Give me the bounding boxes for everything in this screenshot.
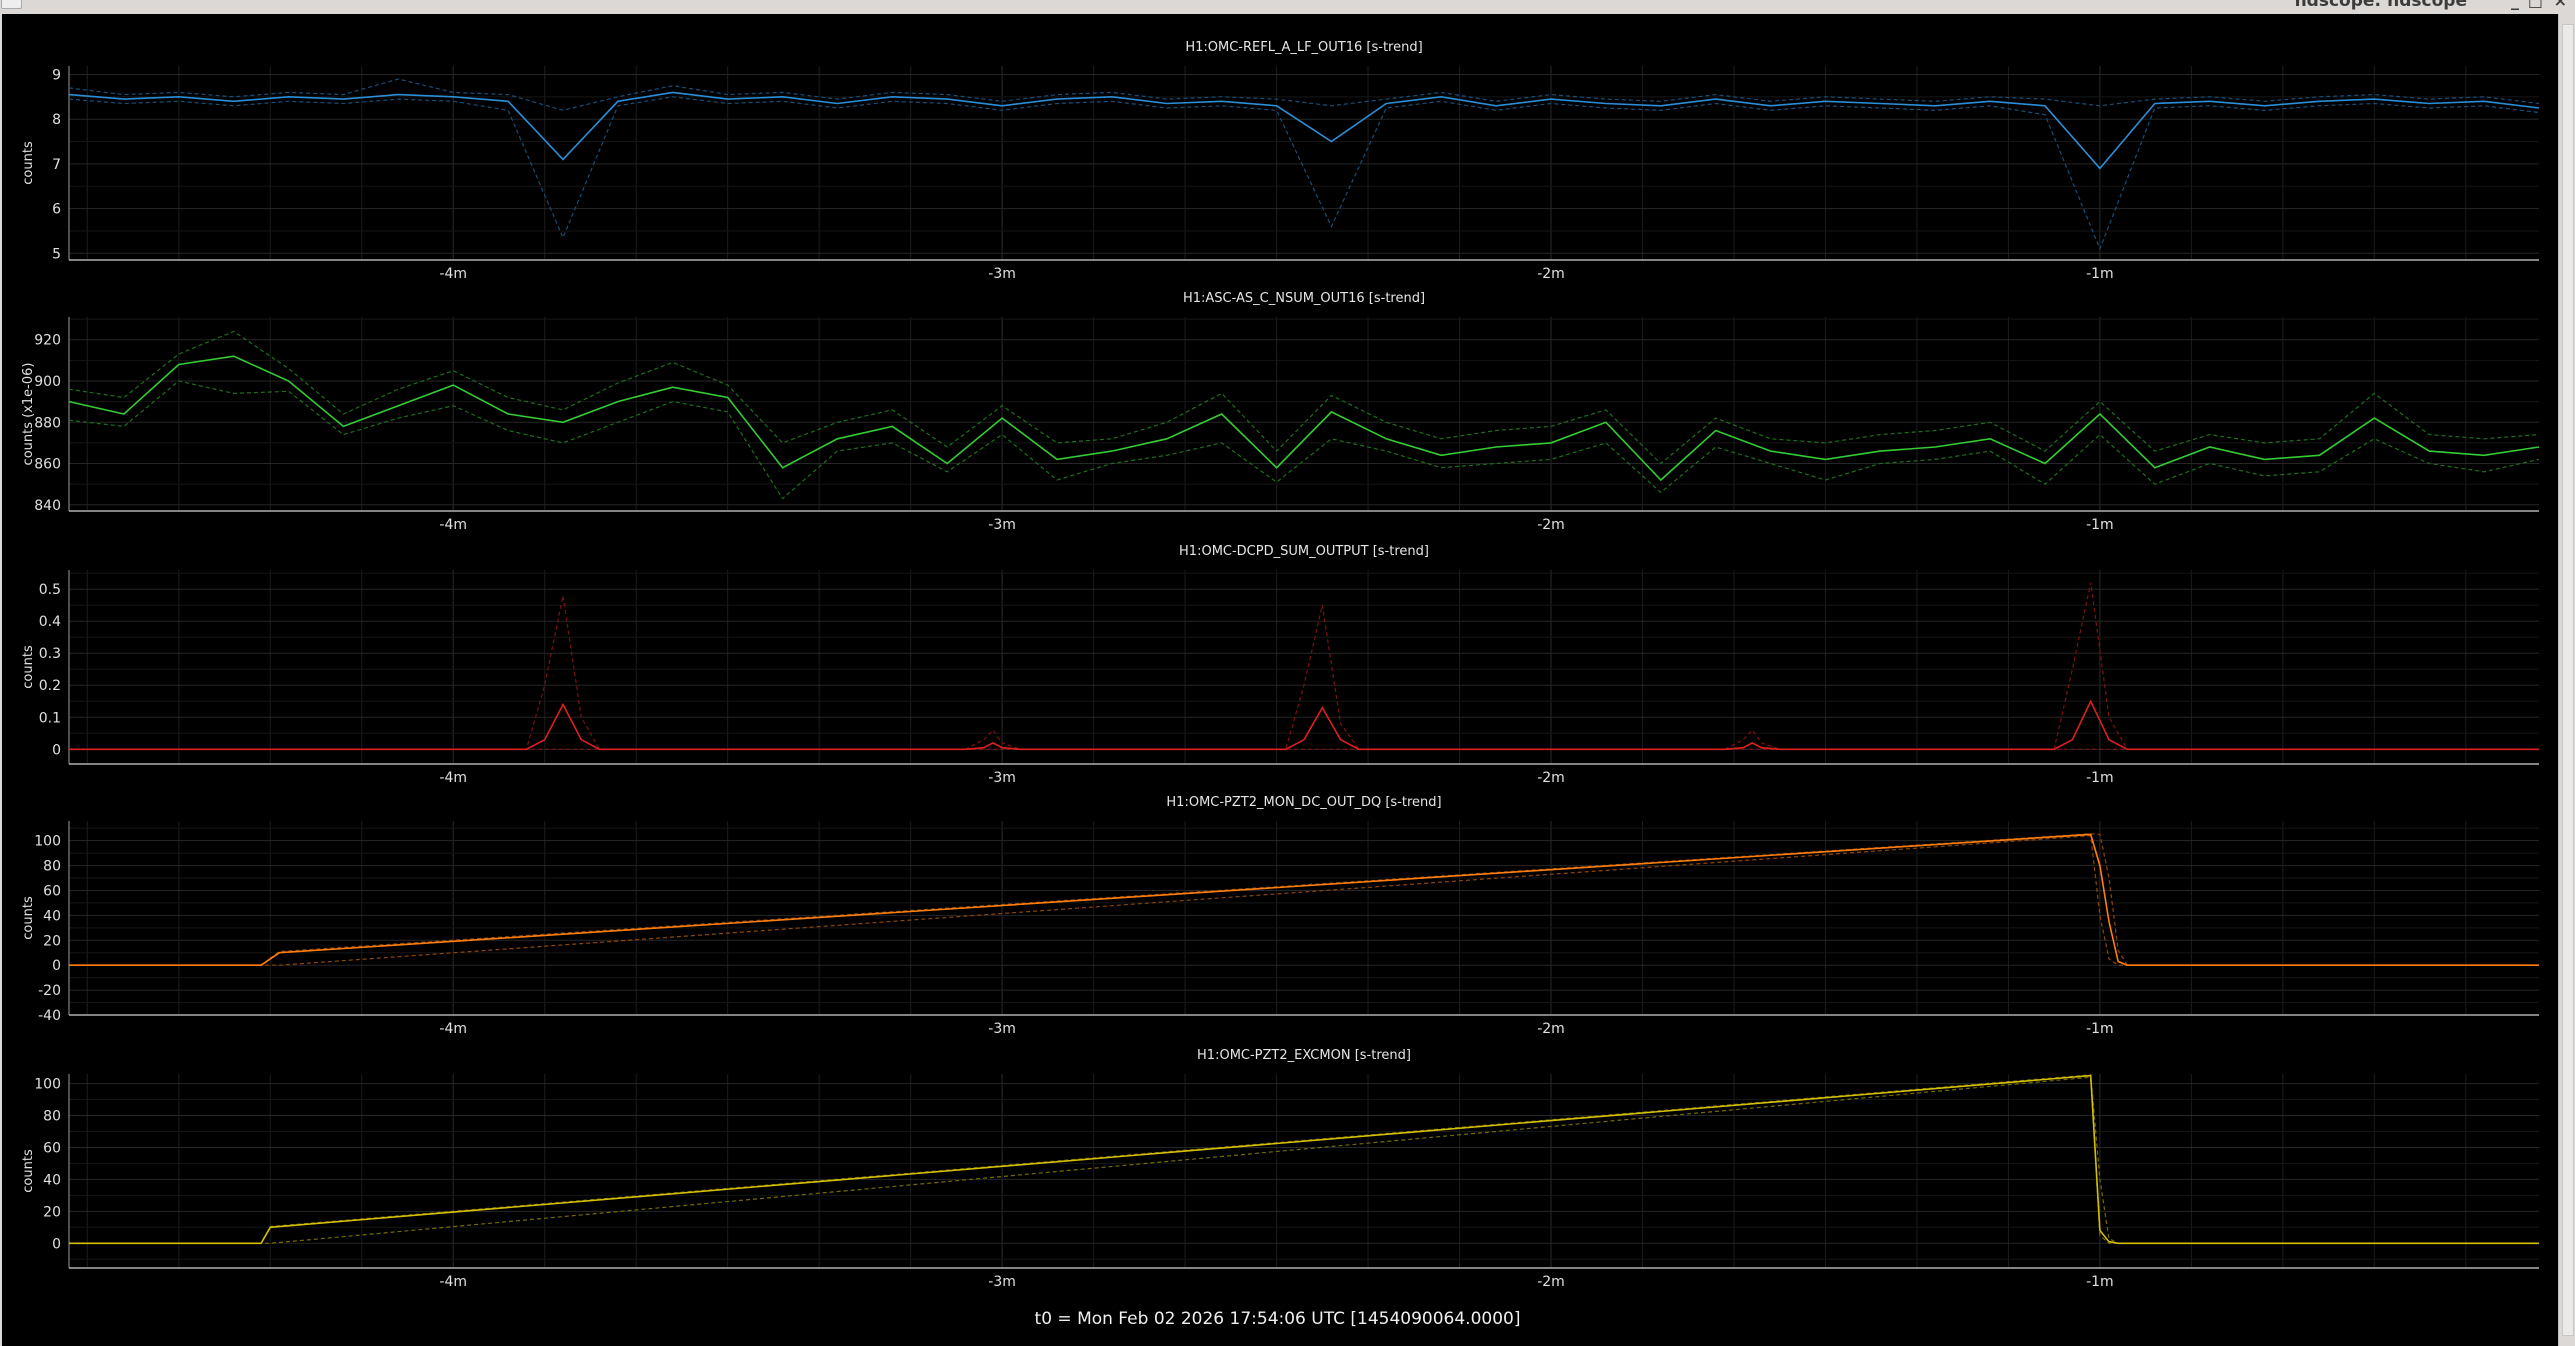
x-tick-label: -4m bbox=[439, 1274, 467, 1290]
y-tick-label: 20 bbox=[43, 933, 61, 949]
plot-canvas[interactable]: 0 0.1 0.2 0.3 0.4 0.5 counts -4m -3m -2m -1m bbox=[0, 544, 2555, 794]
x-tick-label: -2m bbox=[1537, 266, 1565, 282]
series-max-line bbox=[68, 78, 2540, 111]
y-tick-label: 6 bbox=[52, 202, 61, 218]
y-tick-label: 8 bbox=[52, 112, 61, 128]
plot-title: H1:ASC-AS_C_NSUM_OUT16 [s-trend] bbox=[1182, 291, 1426, 306]
plot-canvas[interactable]: 0 20 40 60 80 100 counts -4m -3m -2m -1m bbox=[0, 1048, 2555, 1298]
y-tick-label: 0.5 bbox=[39, 582, 61, 598]
y-tick-label: 0 bbox=[52, 742, 61, 758]
x-tick-label: -3m bbox=[988, 266, 1016, 282]
x-tick-label: -4m bbox=[439, 770, 467, 786]
y-tick-label: 900 bbox=[34, 374, 61, 390]
y-tick-label: 20 bbox=[43, 1204, 61, 1220]
window-title: ndscope: ndscope bbox=[2294, 0, 2467, 11]
y-tick-label: 5 bbox=[52, 246, 61, 262]
y-tick-label: 100 bbox=[34, 834, 61, 850]
window-border bbox=[0, 14, 2, 1346]
y-tick-label: -20 bbox=[38, 983, 61, 999]
plot-dcpd-sum[interactable]: H1:OMC-DCPD_SUM_OUTPUT [s-trend] 0 0.1 0.2… bbox=[0, 544, 2555, 794]
plot-canvas[interactable]: -40 -20 0 20 40 60 80 100 counts -4m -3m -2m -1m bbox=[0, 795, 2555, 1045]
x-tick-label: -1m bbox=[2086, 1021, 2114, 1037]
plot-canvas[interactable]: 840 860 880 900 920 counts (x1e-06) -4m -3m -2m -… bbox=[0, 291, 2555, 541]
series-mean-line bbox=[69, 833, 2539, 966]
window-menu-button[interactable] bbox=[1, 0, 22, 9]
x-tick-label: -1m bbox=[2086, 266, 2114, 282]
x-tick-label: -2m bbox=[1537, 1274, 1565, 1290]
y-tick-label: 860 bbox=[34, 457, 61, 473]
maximize-button[interactable]: □ bbox=[2527, 0, 2543, 10]
plot-title: H1:OMC-PZT2_EXCMON [s-trend] bbox=[1197, 1048, 1411, 1063]
y-axis-label: counts bbox=[21, 896, 36, 940]
x-tick-label: -1m bbox=[2086, 1274, 2114, 1290]
y-tick-label: -40 bbox=[38, 1008, 61, 1024]
window-titlebar: ndscope: ndscope ^ _ □ × bbox=[0, 0, 2575, 14]
x-tick-label: -2m bbox=[1537, 1021, 1565, 1037]
plot-pzt2-excmon[interactable]: H1:OMC-PZT2_EXCMON [s-trend] 0 20 40 60 80 10… bbox=[0, 1048, 2555, 1298]
series-mean-line bbox=[69, 1074, 2539, 1245]
x-tick-label: -2m bbox=[1537, 517, 1565, 533]
x-tick-label: -3m bbox=[988, 1021, 1016, 1037]
y-tick-label: 9 bbox=[52, 67, 61, 83]
x-tick-label: -1m bbox=[2086, 517, 2114, 533]
plot-pzt2-mon[interactable]: H1:OMC-PZT2_MON_DC_OUT_DQ [s-trend] -40-… bbox=[0, 795, 2555, 1045]
y-tick-label: 80 bbox=[43, 1109, 61, 1125]
x-tick-label: -4m bbox=[439, 1021, 467, 1037]
x-tick-label: -2m bbox=[1537, 770, 1565, 786]
plot-title: H1:OMC-DCPD_SUM_OUTPUT [s-trend] bbox=[1179, 544, 1429, 559]
plot-title: H1:OMC-PZT2_MON_DC_OUT_DQ [s-trend] bbox=[1166, 795, 1442, 810]
y-tick-label: 100 bbox=[34, 1077, 61, 1093]
y-tick-label: 0 bbox=[52, 958, 61, 974]
keep-above-button[interactable]: ^ bbox=[2479, 0, 2493, 10]
series-max-line bbox=[69, 1074, 2539, 1244]
x-tick-label: -4m bbox=[439, 517, 467, 533]
plot-title: H1:OMC-REFL_A_LF_OUT16 [s-trend] bbox=[1185, 40, 1423, 55]
series-max-line bbox=[68, 330, 2540, 465]
x-tick-label: -3m bbox=[988, 770, 1016, 786]
y-axis-label: counts bbox=[21, 645, 36, 689]
y-tick-label: 80 bbox=[43, 859, 61, 875]
plot-asc-nsum[interactable]: H1:ASC-AS_C_NSUM_OUT16 [s-trend] 840 860 8… bbox=[0, 291, 2555, 541]
y-tick-label: 40 bbox=[43, 1172, 61, 1188]
x-tick-label: -3m bbox=[988, 517, 1016, 533]
y-tick-label: 840 bbox=[34, 498, 61, 514]
y-tick-label: 0 bbox=[52, 1236, 61, 1252]
series-mean-line bbox=[69, 699, 2539, 751]
y-tick-label: 60 bbox=[43, 883, 61, 899]
series-mean-line bbox=[68, 91, 2540, 170]
series-min-line bbox=[69, 835, 2539, 966]
y-tick-label: 0.1 bbox=[39, 710, 61, 726]
scrollbar[interactable] bbox=[2558, 14, 2575, 1346]
y-axis-label: counts bbox=[21, 141, 36, 185]
series-max-line bbox=[69, 582, 2539, 750]
y-tick-label: 920 bbox=[34, 333, 61, 349]
x-tick-label: -3m bbox=[988, 1274, 1016, 1290]
scrollbar-thumb[interactable] bbox=[2562, 24, 2574, 1336]
minimize-button[interactable]: _ bbox=[2511, 0, 2519, 10]
y-tick-label: 0.4 bbox=[39, 614, 61, 630]
y-tick-label: 40 bbox=[43, 908, 61, 924]
y-axis-label: counts (x1e-06) bbox=[21, 363, 36, 466]
y-tick-label: 60 bbox=[43, 1140, 61, 1156]
plot-canvas[interactable]: 5 6 7 8 9 counts -4m -3m -2m -1m bbox=[0, 40, 2555, 290]
y-axis-label: counts bbox=[21, 1149, 36, 1193]
series-min-line bbox=[69, 1076, 2539, 1244]
x-tick-label: -4m bbox=[439, 266, 467, 282]
plot-omc-refl[interactable]: H1:OMC-REFL_A_LF_OUT16 [s-trend] 5 6 7 8 9 co… bbox=[0, 40, 2555, 290]
y-tick-label: 0.3 bbox=[39, 646, 61, 662]
close-button[interactable]: × bbox=[2553, 0, 2567, 10]
y-tick-label: 880 bbox=[34, 415, 61, 431]
y-tick-label: 0.2 bbox=[39, 678, 61, 694]
x-tick-label: -1m bbox=[2086, 770, 2114, 786]
t0-label: t0 = Mon Feb 02 2026 17:54:06 UTC [14540… bbox=[1034, 1309, 1521, 1329]
series-min-line bbox=[68, 380, 2540, 500]
y-tick-label: 7 bbox=[52, 157, 61, 173]
series-mean-line bbox=[68, 355, 2540, 482]
